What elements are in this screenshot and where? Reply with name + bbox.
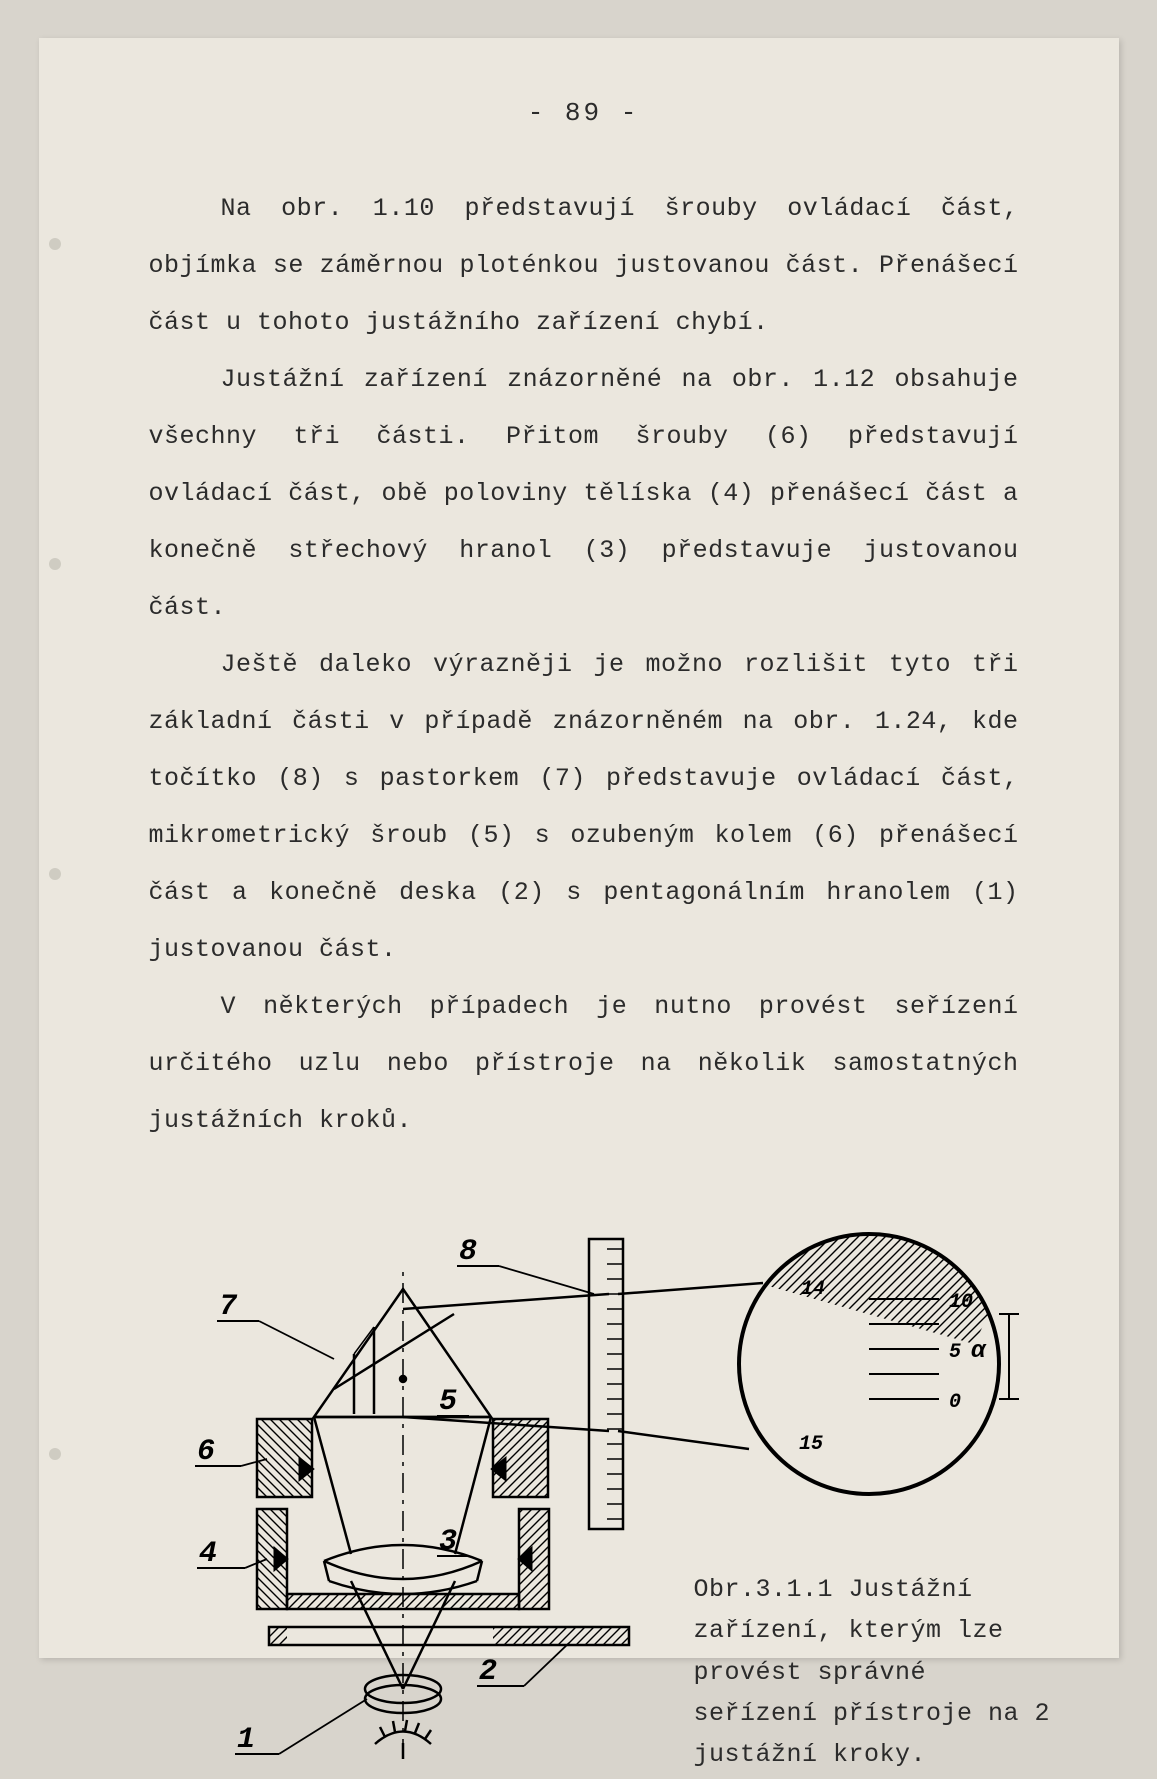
label-8: 8 <box>459 1235 477 1269</box>
scale-0: 0 <box>949 1391 961 1414</box>
paragraph-1: Na obr. 1.10 představují šrouby ovládací… <box>149 180 1019 351</box>
punch-hole <box>49 1448 61 1460</box>
bar-2 <box>269 1627 629 1645</box>
label-2: 2 <box>479 1655 497 1689</box>
page-number: - 89 - <box>149 98 1019 128</box>
scale-14: 14 <box>801 1278 825 1301</box>
paragraph-4: V některých případech je nutno provést s… <box>149 978 1019 1149</box>
figure-caption: Obr.3.1.1 Justážní zařízení, kterým lze … <box>694 1569 1064 1775</box>
paragraph-3: Ještě daleko výrazněji je možno rozlišit… <box>149 636 1019 978</box>
label-1: 1 <box>237 1723 255 1757</box>
caption-title: Obr.3.1.1 <box>694 1575 849 1604</box>
field-circle: 14 10 5 0 15 α α <box>739 1234 1019 1494</box>
punch-hole <box>49 558 61 570</box>
alpha-inner: α <box>971 1338 987 1365</box>
scale-15: 15 <box>799 1433 823 1456</box>
body-text: Na obr. 1.10 představují šrouby ovládací… <box>149 180 1019 1149</box>
punch-hole <box>49 238 61 250</box>
label-3: 3 <box>439 1525 457 1559</box>
caption-body: Justážní zařízení, kterým lze provést sp… <box>694 1575 1051 1769</box>
label-4: 4 <box>199 1537 217 1571</box>
page: - 89 - Na obr. 1.10 představují šrouby o… <box>39 38 1119 1658</box>
punch-hole <box>49 868 61 880</box>
label-6: 6 <box>197 1435 215 1469</box>
scale-10: 10 <box>949 1291 973 1314</box>
paragraph-2: Justážní zařízení znázorněné na obr. 1.1… <box>149 351 1019 636</box>
scale-5: 5 <box>949 1341 961 1364</box>
label-7: 7 <box>219 1290 238 1324</box>
figure: 14 10 5 0 15 α α <box>149 1199 1019 1779</box>
label-5: 5 <box>439 1385 457 1419</box>
ruler-scale <box>589 1239 623 1529</box>
